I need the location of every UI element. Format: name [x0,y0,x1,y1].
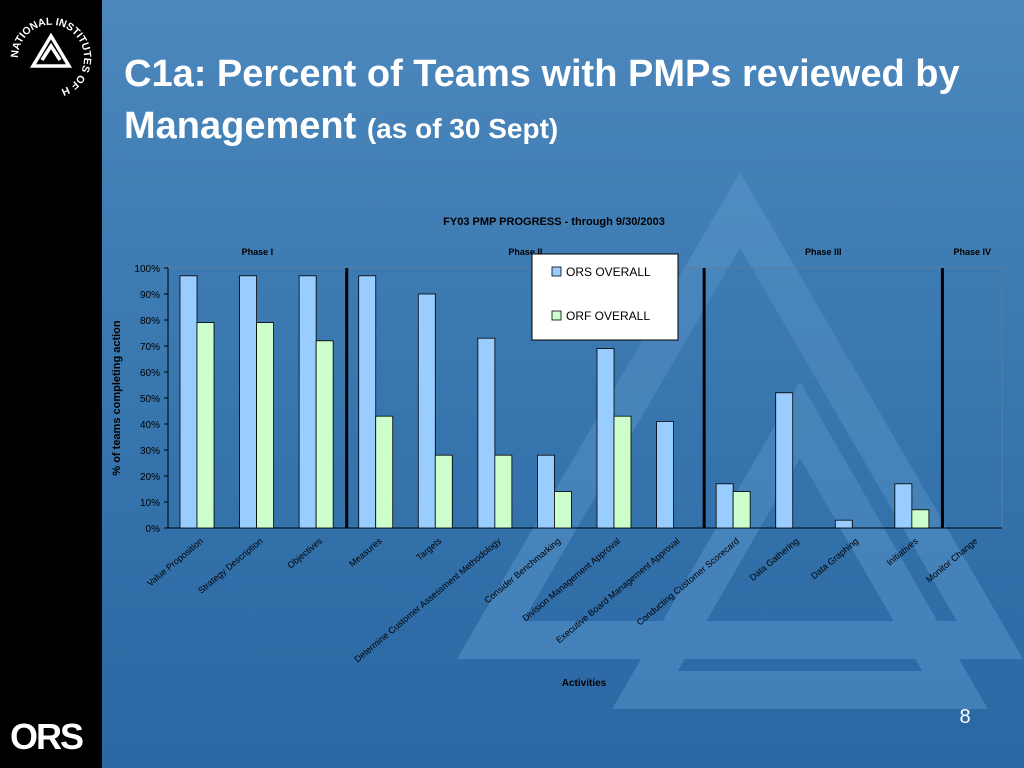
bar-ors [298,275,317,529]
y-tick-label: 70% [140,342,160,353]
left-sidebar [0,0,102,768]
legend-swatch [551,266,562,277]
bar-orf [911,509,930,529]
y-tick-label: 60% [140,368,160,379]
y-tick-label: 90% [140,290,160,301]
legend-swatch [551,310,562,321]
bar-ors [834,519,853,529]
x-tick-label: Objectives [286,536,325,571]
bar-orf [494,454,513,529]
bar-orf [434,454,453,529]
bar-ors [358,275,377,529]
y-tick-label: 10% [140,498,160,509]
bar-orf [315,340,334,529]
x-tick-label: Division Management Approval [521,536,622,623]
x-tick-label: Targets [414,536,443,563]
y-tick-label: 50% [140,394,160,405]
legend-label: ORF OVERALL [566,309,650,323]
phase-label: Phase IV [953,247,991,257]
x-tick-label: Executive Board Management Approval [554,536,682,645]
x-tick-label: Monitor Change [924,536,979,585]
bar-ors [775,392,794,529]
x-tick-label: Strategy Description [196,536,265,596]
x-tick-label: Data Gathering [748,536,801,583]
slide-title: C1a: Percent of Teams with PMPs reviewed… [124,48,1004,155]
y-tick-label: 30% [140,446,160,457]
bar-ors [596,348,615,529]
y-axis-label: % of teams completing action [111,320,123,476]
bar-orf [196,322,215,529]
bar-ors [179,275,198,529]
phase-label: Phase II [508,247,542,257]
phase-label: Phase III [805,247,842,257]
bar-ors [477,337,496,529]
x-tick-label: Value Proposition [145,536,205,589]
y-tick-label: 100% [134,264,160,275]
slide-title-main: C1a: Percent of Teams with PMPs reviewed… [124,53,960,147]
bar-ors [656,420,674,529]
bar-ors [537,454,555,529]
y-tick-label: 20% [140,472,160,483]
bar-ors [417,293,436,529]
bar-ors [715,483,734,529]
x-tick-label: Initiatives [885,536,921,568]
x-tick-label: Data Graphing [809,536,860,581]
bar-orf [256,322,274,529]
chart-title: FY03 PMP PROGRESS - through 9/30/2003 [443,216,665,228]
bar-orf [732,491,751,529]
bar-orf [375,415,394,529]
x-axis-label: Activities [562,678,607,689]
slide-title-sub: (as of 30 Sept) [366,113,559,144]
y-tick-label: 80% [140,316,160,327]
y-tick-label: 40% [140,420,160,431]
legend: ORS OVERALL ORF OVERALL [531,253,679,341]
ors-logo: ORS [10,716,92,757]
legend-label: ORS OVERALL [566,265,651,279]
x-tick-label: Measures [347,536,384,569]
phase-label: Phase I [242,247,274,257]
nih-logo: NATIONAL INSTITUTES OF HEALTH [6,8,93,98]
x-tick-label: Conducting Customer Scorecard [635,536,741,628]
y-tick-label: 0% [146,524,161,535]
page-number: 8 [959,706,971,728]
bar-orf [613,415,632,529]
bar-orf [554,491,572,529]
bar-ors [894,483,913,529]
bar-ors [239,275,257,529]
ors-logo-text: ORS [10,716,84,757]
